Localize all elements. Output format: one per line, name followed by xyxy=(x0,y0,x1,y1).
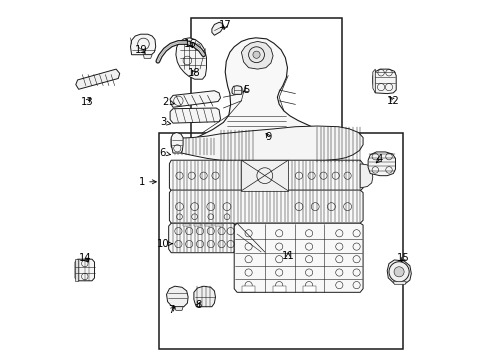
Polygon shape xyxy=(170,108,221,123)
Text: 4: 4 xyxy=(376,154,383,164)
Polygon shape xyxy=(393,282,406,284)
Text: 2: 2 xyxy=(163,96,174,107)
Polygon shape xyxy=(75,259,95,281)
Polygon shape xyxy=(167,286,188,307)
Text: 16: 16 xyxy=(184,39,196,49)
Polygon shape xyxy=(205,224,212,226)
Circle shape xyxy=(253,51,260,58)
Text: 12: 12 xyxy=(387,96,400,106)
Polygon shape xyxy=(176,38,206,79)
Polygon shape xyxy=(194,224,201,226)
Polygon shape xyxy=(171,132,183,153)
Polygon shape xyxy=(76,69,120,89)
Bar xyxy=(159,133,403,349)
Bar xyxy=(191,18,342,144)
Polygon shape xyxy=(195,38,324,140)
Text: 19: 19 xyxy=(135,45,148,55)
Polygon shape xyxy=(183,224,190,226)
Text: 17: 17 xyxy=(219,20,232,30)
Polygon shape xyxy=(170,190,363,223)
Polygon shape xyxy=(169,223,236,253)
Polygon shape xyxy=(212,22,223,35)
Polygon shape xyxy=(170,160,363,191)
Polygon shape xyxy=(360,164,373,188)
Polygon shape xyxy=(171,126,363,163)
Polygon shape xyxy=(373,69,396,94)
Polygon shape xyxy=(144,55,152,58)
Polygon shape xyxy=(130,34,156,55)
Text: 3: 3 xyxy=(160,117,171,127)
Text: 13: 13 xyxy=(81,96,94,107)
Polygon shape xyxy=(303,286,316,292)
Text: 9: 9 xyxy=(265,132,271,142)
Text: 18: 18 xyxy=(188,68,200,78)
Text: 1: 1 xyxy=(139,177,156,187)
Text: 11: 11 xyxy=(282,251,294,261)
Polygon shape xyxy=(242,160,288,191)
Text: 14: 14 xyxy=(78,253,91,264)
Polygon shape xyxy=(242,41,273,69)
Polygon shape xyxy=(194,286,216,307)
Text: 5: 5 xyxy=(244,85,250,95)
Polygon shape xyxy=(170,91,221,107)
Polygon shape xyxy=(368,152,395,176)
Polygon shape xyxy=(234,223,363,292)
Text: 6: 6 xyxy=(160,148,171,158)
Polygon shape xyxy=(75,259,77,281)
Polygon shape xyxy=(216,224,222,226)
Text: 10: 10 xyxy=(157,239,172,249)
Polygon shape xyxy=(373,69,375,93)
Polygon shape xyxy=(242,286,255,292)
Text: 7: 7 xyxy=(168,305,175,315)
Text: 8: 8 xyxy=(195,300,201,310)
Polygon shape xyxy=(232,86,242,94)
Polygon shape xyxy=(387,260,411,284)
Circle shape xyxy=(394,267,404,277)
Polygon shape xyxy=(175,307,183,310)
Polygon shape xyxy=(273,286,286,292)
Text: 15: 15 xyxy=(397,253,410,264)
